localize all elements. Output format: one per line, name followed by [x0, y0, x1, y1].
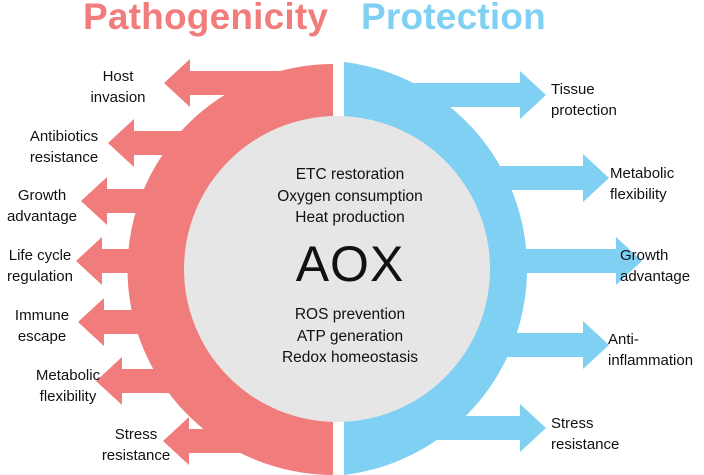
- protection-label-growth-advantage: Growth advantage: [620, 247, 691, 285]
- center-line-etc-restoration: ETC restoration: [295, 166, 405, 183]
- center-line-ros-prevention: ROS prevention: [294, 306, 406, 323]
- protection-label-metabolic-flexibility: Metabolic flexibility: [610, 165, 675, 203]
- center-bottom-text: ROS prevention ATP generation Redox home…: [200, 304, 500, 369]
- center-circle: [184, 116, 490, 422]
- pathogenicity-label-metabolic-flexibility: Metabolic flexibility: [35, 367, 101, 405]
- pathogenicity-label-host-invasion: Host invasion: [90, 68, 146, 106]
- center-line-oxygen-consumption: Oxygen consumption: [277, 187, 423, 205]
- center-line-atp-generation: ATP generation: [296, 327, 404, 345]
- pathogenicity-label-antibiotics-resistance: Antibiotics resistance: [29, 128, 99, 166]
- protection-label-stress-resistance: Stress resistance: [551, 415, 620, 453]
- pathogenicity-label-immune-escape: Immune escape: [14, 307, 70, 345]
- protection-title: Protection: [361, 0, 546, 37]
- center-top-text: ETC restoration Oxygen consumption Heat …: [200, 164, 500, 229]
- protection-label-anti-inflammation: Anti- inflammation: [608, 331, 694, 369]
- protection-label-tissue-protection: Tissue protection: [551, 81, 617, 119]
- pathogenicity-label-stress-resistance: Stress resistance: [101, 426, 171, 464]
- pathogenicity-title: Pathogenicity: [83, 0, 329, 37]
- pathogenicity-label-life-cycle-regulation: Life cycle regulation: [7, 247, 73, 285]
- center-title: AOX: [295, 236, 405, 292]
- center-line-heat-production: Heat production: [295, 209, 405, 226]
- center-line-redox-homeostasis: Redox homeostasis: [281, 349, 419, 366]
- pathogenicity-label-growth-advantage: Growth advantage: [6, 187, 78, 225]
